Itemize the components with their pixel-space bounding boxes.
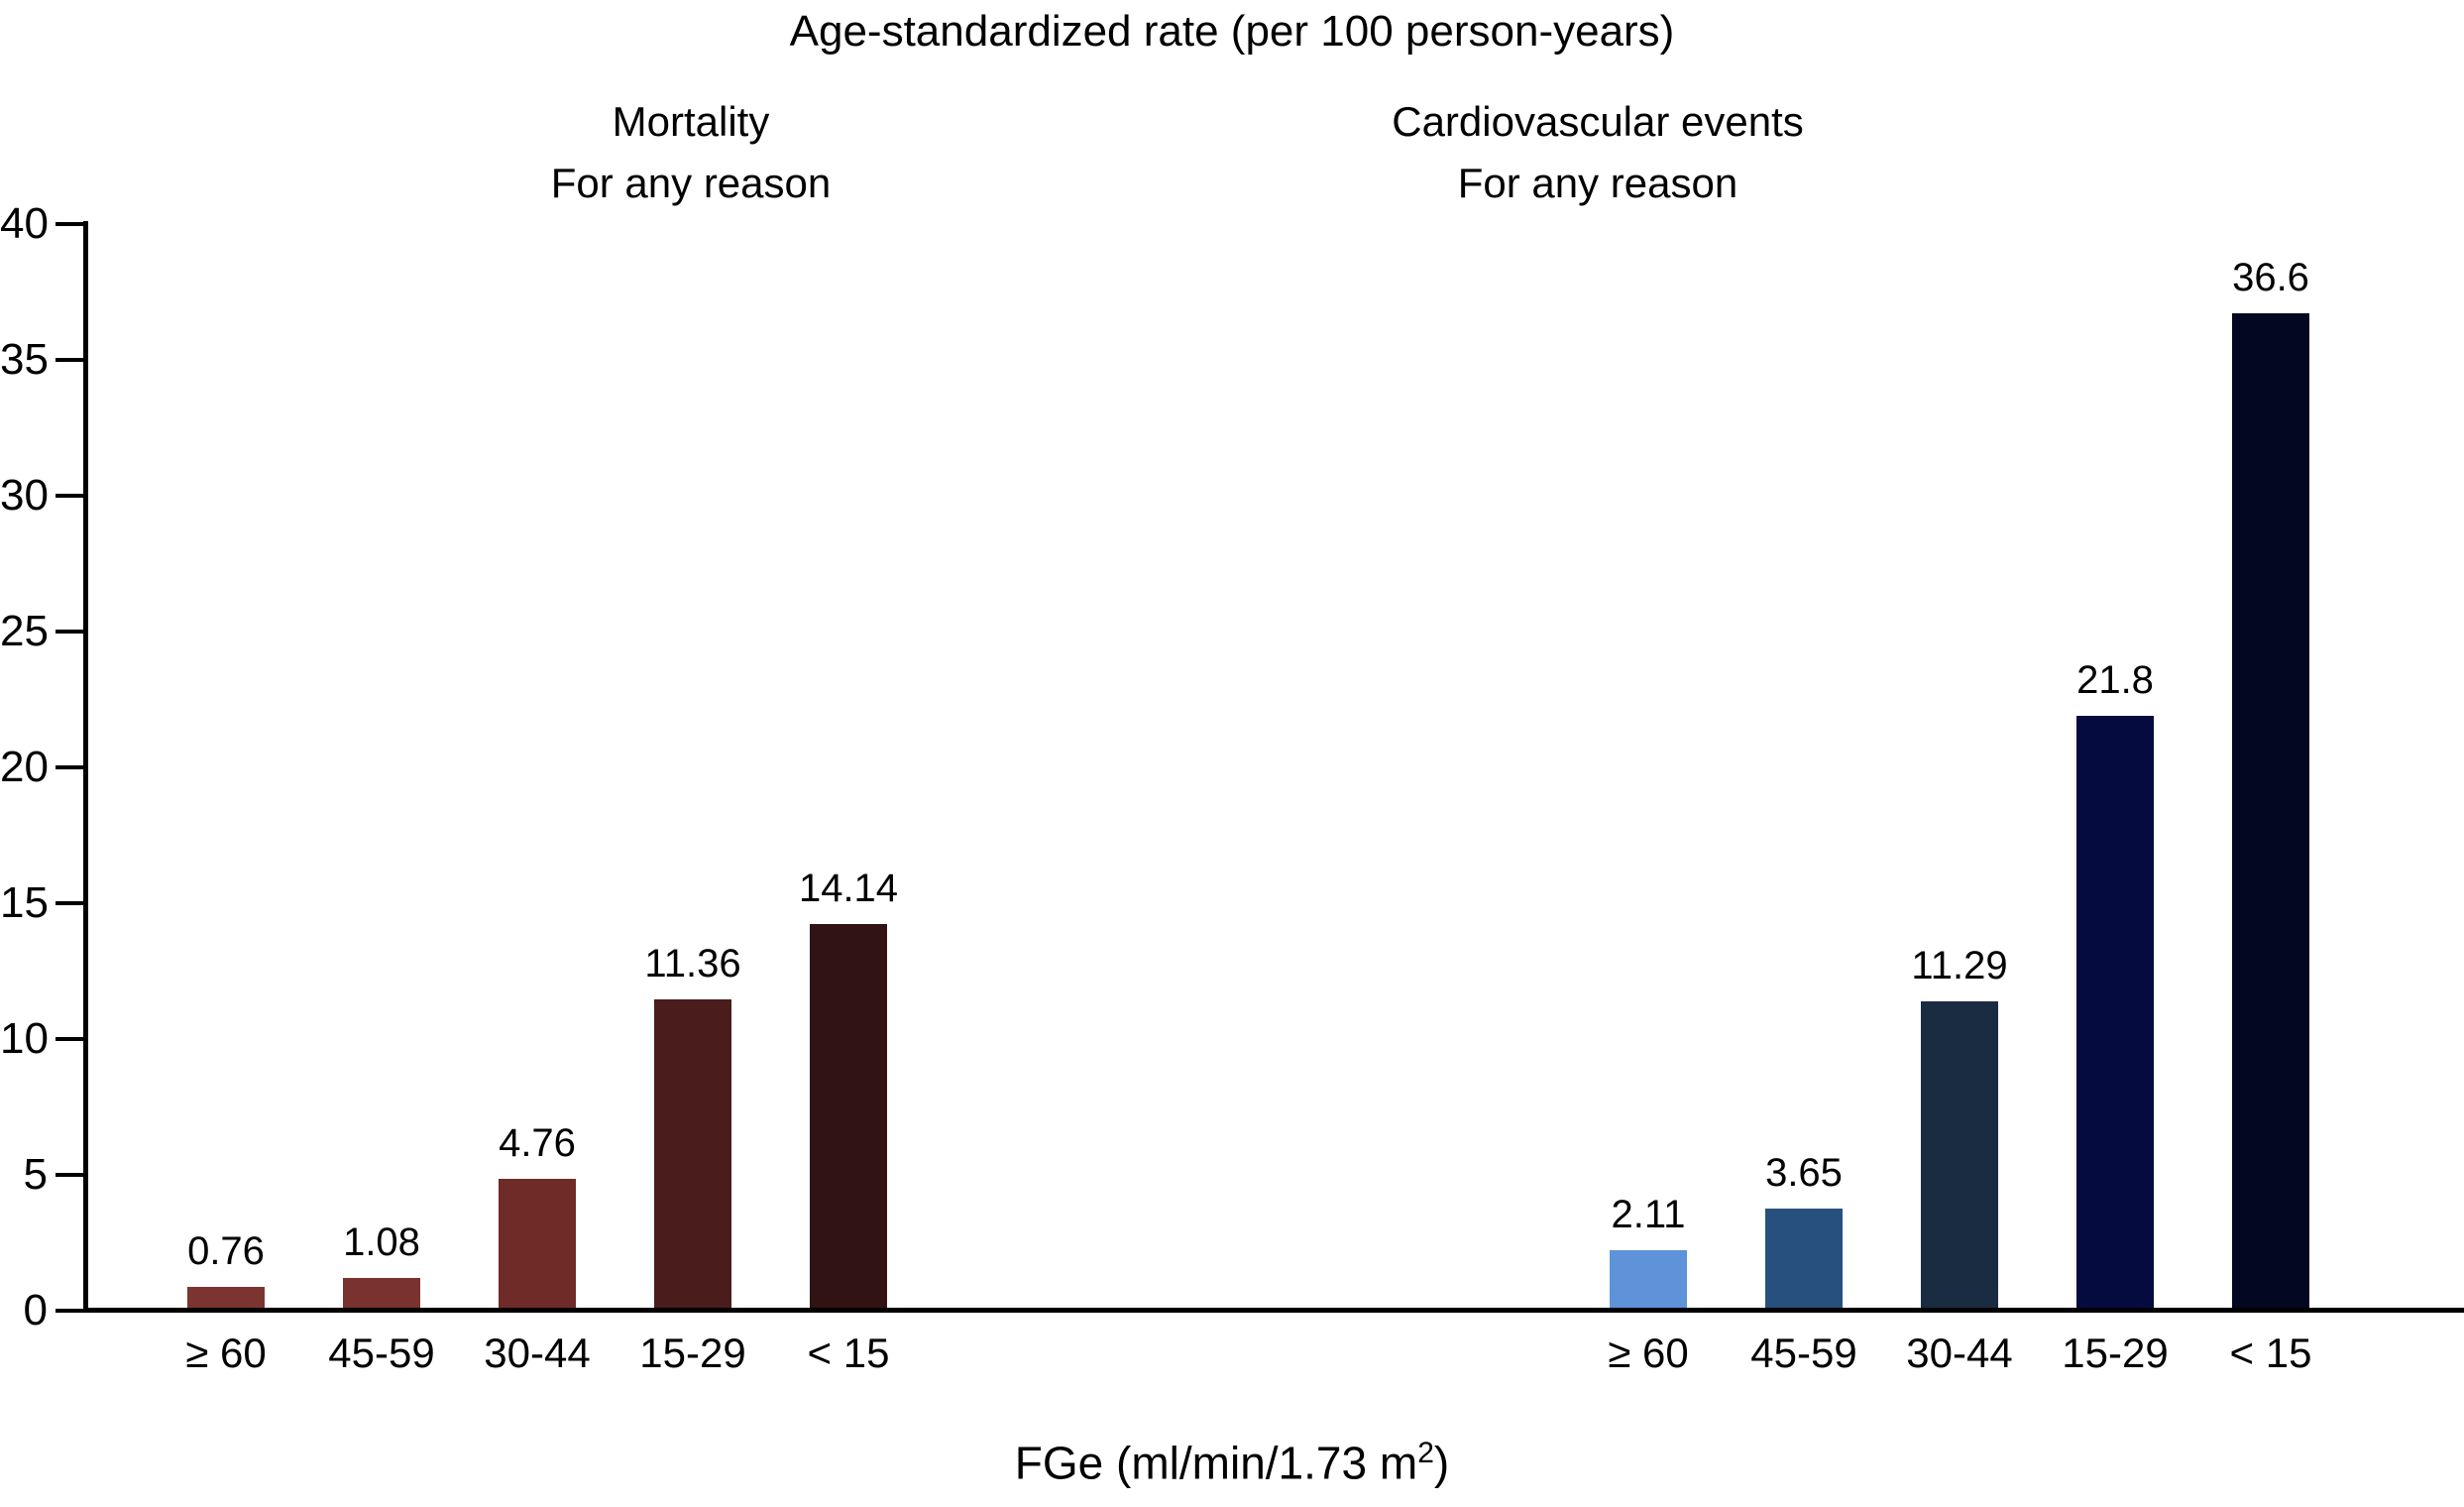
group-header-cardiovascular-line1: Cardiovascular events	[1392, 98, 1804, 145]
bar-cardiovascular-3	[2076, 716, 2154, 1308]
y-tick-label: 30	[0, 470, 49, 520]
x-axis-line	[83, 1308, 2464, 1313]
y-tick-mark	[56, 221, 83, 226]
y-tick-mark	[56, 357, 83, 362]
y-tick-label: 20	[0, 742, 49, 791]
bar-value-label: 21.8	[2076, 658, 2154, 702]
bar-value-label: 1.08	[343, 1220, 420, 1264]
y-tick-mark	[56, 1036, 83, 1041]
chart-title: Age-standardized rate (per 100 person-ye…	[789, 7, 1675, 56]
bar-cardiovascular-2	[1921, 1001, 1998, 1308]
group-header-mortality-line1: Mortality	[612, 98, 770, 145]
y-tick-label: 15	[0, 877, 49, 927]
y-tick-label: 35	[0, 334, 49, 384]
x-category-label: 45-59	[1750, 1330, 1857, 1376]
x-category-label: ≥ 60	[1608, 1330, 1689, 1376]
x-category-label: ≥ 60	[185, 1330, 267, 1376]
x-axis-title-prefix: FGe (ml/min/1.73 m	[1014, 1437, 1418, 1489]
bar-value-label: 3.65	[1765, 1151, 1843, 1195]
bar-mortality-3	[654, 999, 731, 1308]
y-tick-mark	[56, 493, 83, 498]
x-category-label: 30-44	[1906, 1330, 2013, 1376]
y-tick-label: 5	[23, 1149, 48, 1199]
y-tick-mark	[56, 900, 83, 905]
group-header-cardiovascular: Cardiovascular events For any reason	[1392, 91, 1804, 214]
x-category-label: 45-59	[328, 1330, 435, 1376]
x-category-label: < 15	[2229, 1330, 2312, 1376]
x-category-label: 30-44	[484, 1330, 591, 1376]
group-header-mortality: Mortality For any reason	[551, 91, 831, 214]
y-tick-label: 10	[0, 1013, 49, 1063]
y-tick-mark	[56, 1308, 83, 1313]
x-category-label: < 15	[807, 1330, 890, 1376]
bar-value-label: 4.76	[499, 1121, 576, 1165]
x-axis-title-superscript: 2	[1417, 1437, 1434, 1469]
bar-mortality-0	[187, 1287, 265, 1308]
x-category-label: 15-29	[639, 1330, 746, 1376]
y-tick-mark	[56, 1172, 83, 1177]
y-tick-mark	[56, 629, 83, 634]
y-tick-label: 40	[0, 198, 49, 248]
group-header-cardiovascular-line2: For any reason	[1457, 160, 1738, 206]
bar-cardiovascular-4	[2232, 313, 2309, 1308]
y-axis-line	[83, 221, 88, 1313]
bar-value-label: 36.6	[2232, 256, 2309, 299]
bar-mortality-4	[810, 924, 887, 1308]
x-axis-title: FGe (ml/min/1.73 m2)	[0, 1426, 2464, 1490]
bar-value-label: 14.14	[798, 867, 899, 910]
x-axis-title-suffix: )	[1433, 1437, 1450, 1489]
bar-value-label: 11.29	[1911, 944, 2008, 987]
bar-mortality-1	[343, 1278, 420, 1308]
bar-value-label: 11.36	[644, 942, 741, 985]
bar-value-label: 2.11	[1611, 1193, 1686, 1236]
y-tick-label: 25	[0, 606, 49, 655]
bar-mortality-2	[499, 1179, 576, 1308]
group-header-mortality-line2: For any reason	[550, 160, 832, 206]
x-category-label: 15-29	[2062, 1330, 2169, 1376]
y-tick-mark	[56, 764, 83, 769]
bar-cardiovascular-1	[1765, 1209, 1843, 1308]
bar-cardiovascular-0	[1610, 1250, 1687, 1308]
bar-value-label: 0.76	[187, 1229, 265, 1273]
y-tick-label: 0	[23, 1285, 48, 1334]
